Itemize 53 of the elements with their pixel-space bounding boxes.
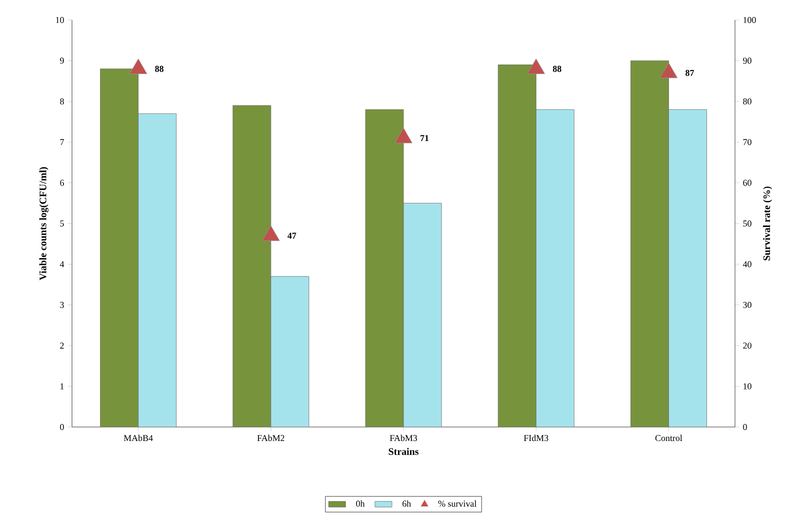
data-label: 71: [420, 135, 429, 141]
y2-tick-label: 60: [743, 180, 752, 186]
y-tick-label: 10: [56, 16, 64, 24]
bar: [630, 60, 669, 427]
y-tick-label: 9: [60, 58, 64, 64]
bar: [536, 109, 574, 427]
y2-tick-label: 40: [742, 261, 752, 268]
point: [527, 58, 545, 74]
legend-label: 0h: [356, 500, 365, 507]
y-tick-label: 5: [60, 220, 64, 226]
y2-tick-label: 90: [743, 58, 752, 64]
y-tick-label: 6: [60, 180, 64, 186]
bar: [100, 68, 138, 427]
data-label: 47: [288, 232, 296, 239]
data-label: 88: [155, 66, 164, 72]
y-tick-label: 1: [60, 383, 64, 390]
point: [660, 62, 678, 78]
y-axis-title: Viable counts log(CFU/ml): [39, 167, 48, 280]
y-tick-label: 0: [60, 424, 64, 430]
y2-tick-label: 50: [743, 220, 752, 227]
y-tick-label: 4: [60, 261, 64, 268]
y2-tick-label: 20: [743, 342, 752, 349]
data-label: 88: [552, 66, 562, 72]
bar: [138, 113, 176, 427]
bar: [365, 109, 404, 427]
bar: [270, 276, 310, 427]
x-tick-label: Control: [655, 434, 682, 442]
y2-tick-label: 30: [743, 302, 752, 308]
x-tick-label: FIdM3: [524, 434, 548, 442]
y-tick-label: 7: [60, 139, 64, 146]
x-tick-label: MAbB4: [124, 434, 153, 442]
x-tick-label: FAbM3: [390, 434, 418, 442]
y2-tick-label: 10: [744, 383, 752, 390]
point: [262, 226, 280, 241]
bar: [498, 64, 536, 427]
bar: [232, 105, 272, 427]
x-axis-title: Strains: [388, 448, 418, 455]
x-tick-label: FAbM2: [257, 434, 284, 442]
y2-tick-label: 70: [743, 139, 752, 146]
y2-tick-label: 100: [744, 16, 756, 24]
legend-label: 6h: [402, 500, 411, 507]
point: [394, 128, 412, 144]
legend-label: % survival: [438, 500, 476, 507]
y-tick-label: 2: [60, 342, 64, 349]
y-tick-label: 3: [60, 302, 64, 308]
y2-tick-label: 0: [743, 424, 747, 430]
y-tick-label: 8: [60, 98, 64, 104]
bar: [668, 109, 707, 427]
point: [129, 58, 148, 74]
bar: [403, 202, 442, 427]
y2-tick-label: 80: [743, 98, 752, 104]
data-label: 87: [686, 70, 694, 76]
y2-axis-title: Survival rate (%): [763, 186, 772, 260]
